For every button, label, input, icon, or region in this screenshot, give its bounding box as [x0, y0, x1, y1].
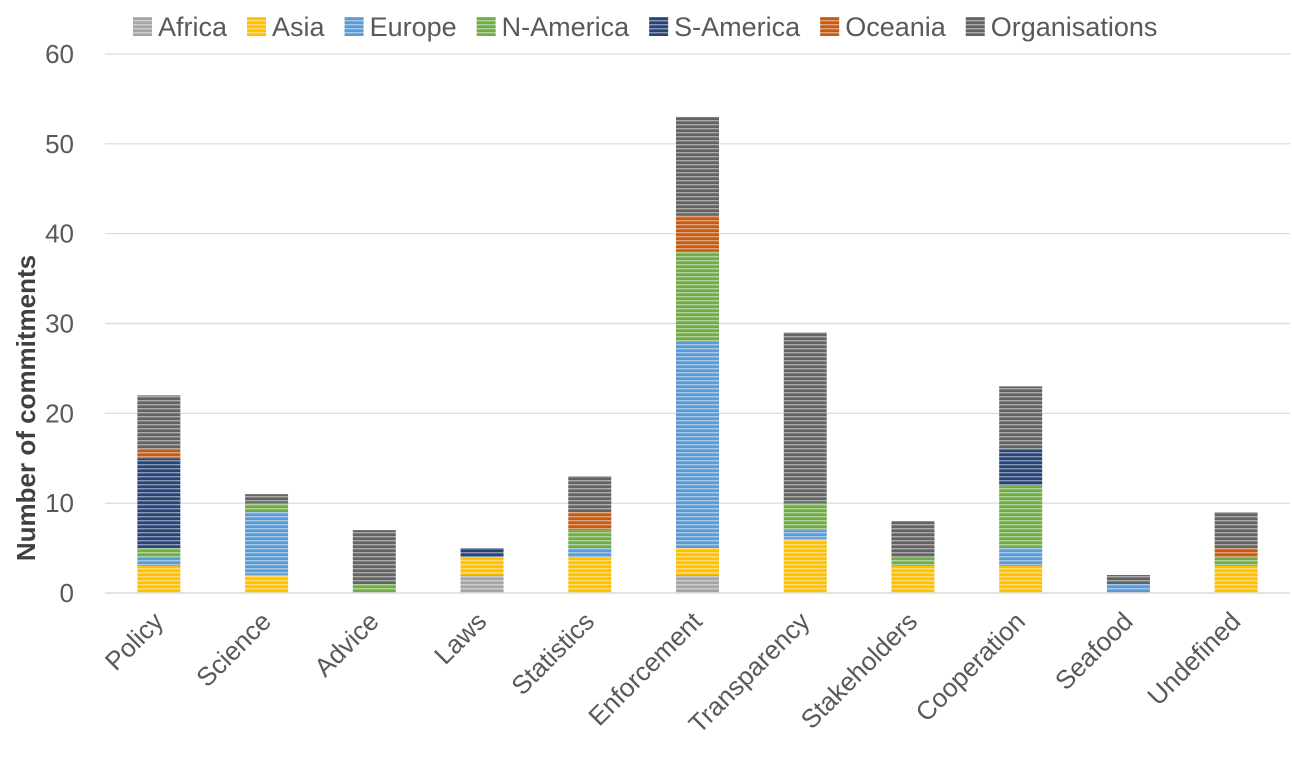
- bar-segment-europe: [783, 530, 827, 540]
- x-tick-label: Statistics: [505, 606, 600, 701]
- bar-segment-asia: [891, 566, 935, 593]
- legend-swatch: [476, 17, 496, 36]
- legend-label: S-America: [674, 12, 801, 42]
- bar-segment-organisations: [568, 476, 612, 513]
- legend-swatch: [344, 17, 364, 36]
- bar-segment-organisations: [1106, 575, 1150, 585]
- bar-segment-asia: [137, 566, 181, 593]
- x-axis-ticks: Policy Science Advice Laws StatisticsEnforce…: [99, 592, 1290, 739]
- y-tick-label: 60: [45, 39, 74, 69]
- legend-swatch: [133, 17, 152, 36]
- legend-item: S-America: [649, 12, 801, 42]
- bar-segment-organisations: [1214, 512, 1258, 549]
- legend-swatch: [649, 17, 669, 36]
- bar-segment-asia: [568, 557, 612, 593]
- legend-label: Organisations: [991, 12, 1158, 42]
- bar-segment-organisations: [999, 386, 1043, 450]
- legend-label: Africa: [158, 12, 228, 42]
- legend-swatch: [965, 17, 985, 36]
- bar-segment-oceania: [1214, 548, 1258, 558]
- bar-segment-n-america: [245, 503, 289, 513]
- bar-segment-africa: [676, 575, 719, 593]
- y-tick-label: 10: [45, 488, 74, 518]
- bar-segment-oceania: [137, 449, 181, 459]
- legend-item: Organisations: [965, 12, 1158, 42]
- legend-item: Asia: [247, 12, 326, 42]
- bar-segment-n-america: [676, 251, 719, 342]
- bar-segment-asia: [676, 548, 719, 576]
- bar-segment-n-america: [352, 584, 396, 593]
- bar-segment-organisations: [352, 530, 396, 585]
- bar-segment-europe: [137, 557, 181, 567]
- bar-segment-asia: [1214, 566, 1258, 593]
- x-tick-label: Policy: [99, 606, 169, 676]
- y-axis-ticks: 0 10 20 30 40 50 60: [45, 39, 74, 608]
- bar-segment-n-america: [568, 530, 612, 549]
- x-tick-label: Cooperation: [910, 606, 1031, 727]
- x-tick-label: Laws: [428, 606, 492, 670]
- x-tick-label: Advice: [308, 606, 384, 682]
- legend: Africa Asia Europe N-America S-America Oceani…: [133, 12, 1157, 42]
- legend-label: Asia: [272, 12, 326, 42]
- y-tick-label: 20: [45, 398, 74, 428]
- bar-segment-oceania: [676, 215, 719, 252]
- y-tick-label: 40: [45, 219, 74, 249]
- legend-item: N-America: [476, 12, 630, 42]
- bar-segment-n-america: [783, 503, 827, 531]
- x-tick-label: Science: [190, 606, 277, 693]
- legend-swatch: [820, 17, 840, 36]
- bar-segment-organisations: [783, 332, 827, 504]
- y-tick-label: 30: [45, 309, 74, 339]
- bar-segment-n-america: [999, 485, 1043, 549]
- bar-segment-europe: [245, 512, 289, 576]
- legend-swatch: [247, 17, 267, 36]
- bar-segment-organisations: [137, 395, 181, 450]
- x-tick-label: Undefined: [1141, 606, 1246, 711]
- bar-segment-asia: [999, 566, 1043, 593]
- legend-label: Oceania: [845, 12, 947, 42]
- bar-segment-asia: [460, 557, 504, 576]
- bar-segment-organisations: [676, 116, 719, 216]
- bar-segment-s-america: [999, 449, 1043, 486]
- y-axis-title: Number of commitments: [11, 255, 41, 561]
- bar-segment-europe: [999, 548, 1043, 567]
- bar-segment-oceania: [568, 512, 612, 531]
- bar-segment-organisations: [245, 494, 289, 504]
- bar-segment-europe: [568, 548, 612, 558]
- x-tick-label: Stakeholders: [795, 606, 924, 735]
- bar-segment-n-america: [1214, 557, 1258, 567]
- y-tick-label: 50: [45, 129, 74, 159]
- bar-segment-n-america: [137, 548, 181, 558]
- x-tick-label: Seafood: [1049, 606, 1139, 696]
- bar-segment-organisations: [891, 521, 935, 558]
- legend-item: Oceania: [820, 12, 947, 42]
- legend-label: N-America: [502, 12, 630, 42]
- bar-segment-asia: [245, 575, 289, 593]
- legend-label: Europe: [370, 12, 457, 42]
- bars: [137, 116, 1258, 593]
- bar-segment-africa: [460, 575, 504, 593]
- bar-segment-s-america: [460, 548, 504, 558]
- legend-item: Europe: [344, 12, 457, 42]
- bar-segment-asia: [783, 539, 827, 593]
- legend-item: Africa: [133, 12, 228, 42]
- bar-segment-s-america: [137, 458, 181, 549]
- bar-segment-n-america: [891, 557, 935, 567]
- bar-segment-europe: [676, 341, 719, 549]
- bar-segment-europe: [1106, 584, 1150, 593]
- y-tick-label: 0: [60, 578, 74, 608]
